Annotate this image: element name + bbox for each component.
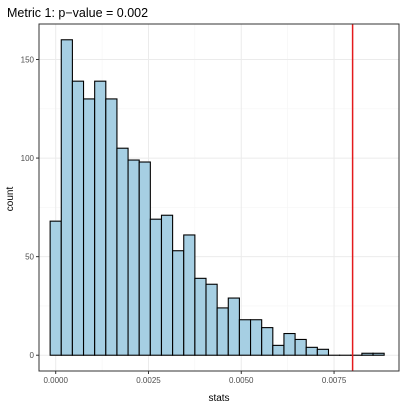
histogram-bar (84, 99, 95, 355)
histogram-bar (362, 353, 373, 355)
histogram-bar (61, 40, 72, 355)
histogram-bar (106, 99, 117, 355)
histogram-bar (306, 347, 317, 355)
histogram-bar (150, 219, 161, 355)
histogram-bar (295, 339, 306, 355)
histogram-bar (161, 215, 172, 355)
x-tick-label: 0.0025 (136, 376, 161, 385)
histogram-bar (284, 334, 295, 356)
x-tick-label: 0.0075 (322, 376, 347, 385)
histogram-bar (173, 251, 184, 355)
x-tick-label: 0.0050 (229, 376, 254, 385)
histogram-bar (128, 160, 139, 355)
y-tick-label: 150 (21, 55, 35, 64)
y-tick-label: 100 (21, 154, 35, 163)
histogram-bar (251, 320, 262, 355)
histogram-bar (217, 308, 228, 355)
x-axis-title: stats (208, 393, 229, 404)
histogram-bar (139, 162, 150, 355)
histogram-bar (228, 298, 239, 355)
histogram-bar (317, 349, 328, 355)
y-tick-label: 0 (30, 351, 35, 360)
histogram-bar (184, 235, 195, 355)
histogram-bar (373, 353, 384, 355)
histogram-bar (95, 81, 106, 355)
histogram-bar (50, 221, 61, 355)
y-tick-label: 50 (25, 253, 34, 262)
histogram-bar (195, 278, 206, 355)
histogram-bar (273, 345, 284, 355)
chart-title: Metric 1: p−value = 0.002 (7, 6, 148, 20)
x-tick-label: 0.0000 (43, 376, 68, 385)
x-axis-ticks: 0.0000 0.0025 0.0050 0.0075 (43, 371, 346, 385)
histogram-bar (239, 320, 250, 355)
histogram-bar (72, 81, 83, 355)
histogram-bar (262, 328, 273, 356)
histogram-bar (206, 284, 217, 355)
histogram-bar (117, 148, 128, 355)
y-axis-ticks: 0 50 100 150 (21, 55, 39, 360)
y-axis-title: count (5, 187, 16, 212)
